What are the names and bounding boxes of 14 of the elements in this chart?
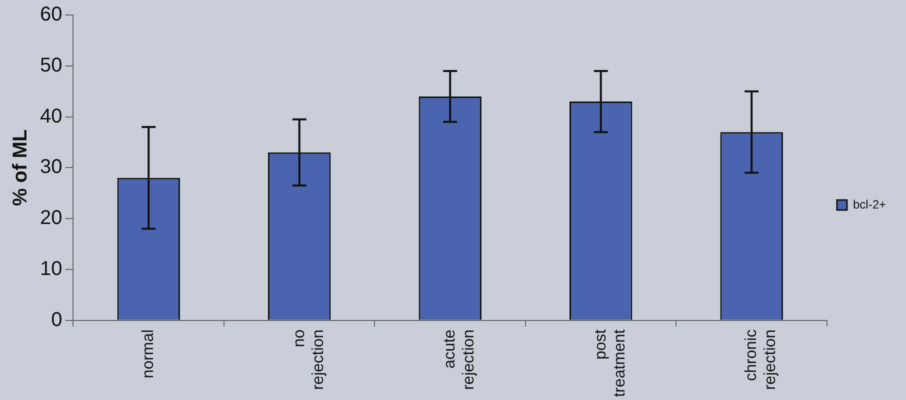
x-tick-label: normal: [140, 329, 158, 378]
y-tick-label: 20: [40, 207, 62, 230]
y-axis-title: % of ML: [10, 129, 32, 206]
y-tick-label: 50: [40, 54, 62, 76]
y-tick-label: 0: [51, 308, 62, 331]
x-tick-label: acute rejection: [442, 329, 478, 390]
y-tick-label: 30: [40, 156, 62, 178]
legend-label: bcl-2+: [852, 197, 886, 212]
x-tick-label: chronic rejection: [743, 329, 780, 390]
y-tick-label: 60: [40, 4, 62, 26]
x-tick-label: post treatment: [592, 328, 628, 398]
y-tick-label: 40: [40, 105, 62, 128]
y-tick-label: 10: [40, 258, 62, 280]
x-tick-label: no rejection: [290, 329, 327, 390]
